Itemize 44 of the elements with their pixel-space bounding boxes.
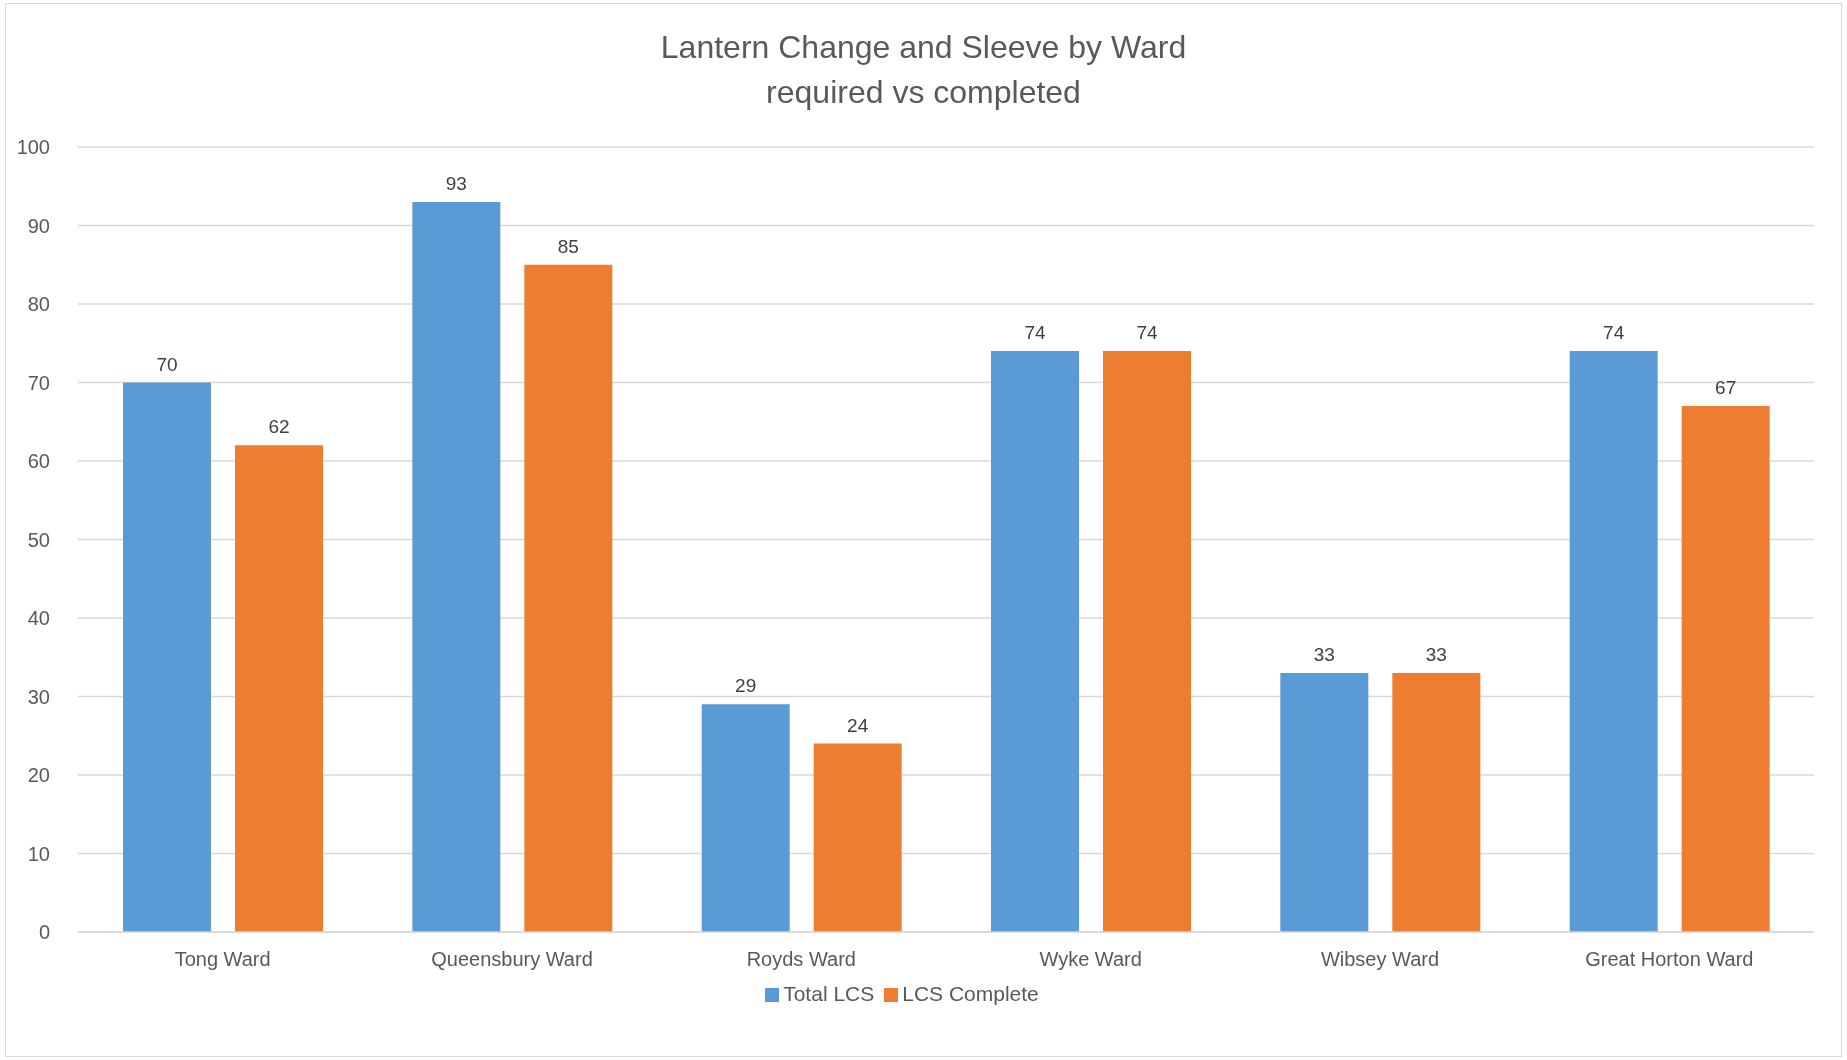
x-tick-label: Tong Ward	[174, 948, 271, 971]
data-label: 62	[268, 416, 290, 438]
data-label: 33	[1313, 643, 1335, 665]
data-label: 74	[1603, 322, 1625, 344]
data-label: 67	[1715, 377, 1737, 399]
bar	[701, 704, 790, 932]
y-tick-label: 90	[27, 214, 50, 237]
chart-title: Lantern Change and Sleeve by Ward required vs completed	[659, 28, 1188, 112]
bar	[235, 445, 323, 932]
bar	[1280, 672, 1369, 932]
legend-label: Total LCS	[783, 982, 875, 1005]
data-label: 70	[156, 353, 178, 375]
y-tick-label: 100	[16, 136, 50, 159]
x-tick-label: Great Horton Ward	[1585, 948, 1754, 971]
bar	[524, 264, 613, 932]
bar	[1681, 406, 1770, 932]
data-label: 74	[1024, 322, 1046, 344]
y-tick-label: 30	[27, 685, 50, 708]
legend-label: LCS Complete	[902, 982, 1039, 1005]
bar	[412, 201, 501, 932]
x-tick-label: Wyke Ward	[1039, 948, 1142, 971]
data-label: 74	[1136, 322, 1158, 344]
bar	[1569, 351, 1658, 932]
data-label: 33	[1425, 643, 1447, 665]
bar	[813, 743, 902, 932]
y-tick-label: 0	[38, 921, 50, 944]
x-tick-label: Royds Ward	[746, 948, 856, 971]
y-tick-label: 80	[27, 293, 50, 316]
bar	[991, 351, 1079, 932]
x-tick-label: Wibsey Ward	[1320, 948, 1440, 971]
bar	[123, 382, 211, 932]
y-tick-label: 20	[27, 764, 50, 787]
data-label: 93	[445, 172, 467, 194]
y-tick-label: 50	[27, 528, 50, 551]
y-tick-label: 10	[27, 842, 50, 865]
data-label: 24	[847, 714, 869, 736]
bar	[1392, 672, 1481, 932]
y-tick-label: 70	[27, 371, 50, 394]
y-tick-label: 40	[27, 607, 50, 630]
bar	[1103, 351, 1191, 932]
y-tick-label: 60	[27, 450, 50, 473]
data-label: 85	[557, 235, 579, 257]
x-tick-label: Queensbury Ward	[431, 948, 593, 971]
data-label: 29	[735, 675, 757, 697]
